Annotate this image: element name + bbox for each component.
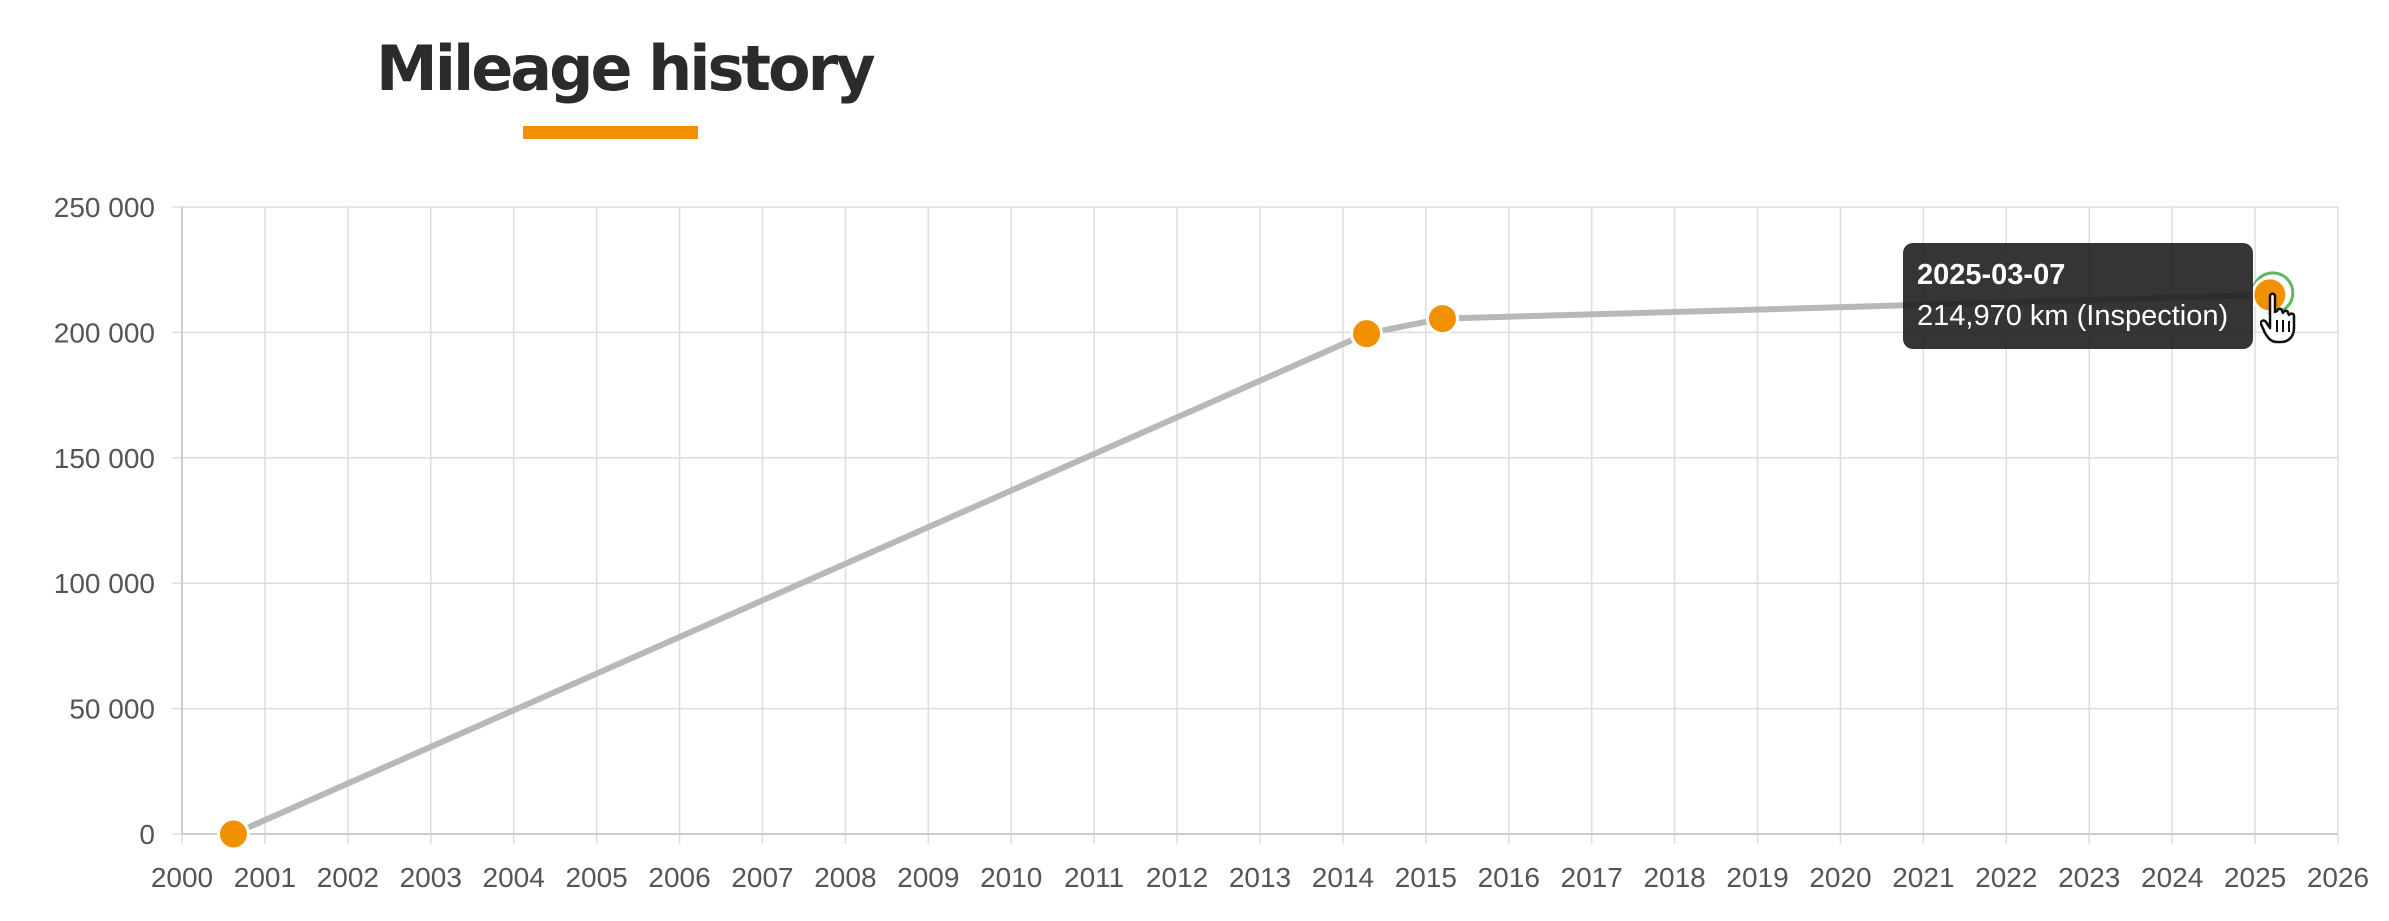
x-tick-label: 2026 xyxy=(2307,862,2369,893)
x-tick-label: 2004 xyxy=(483,862,545,893)
x-tick-label: 2017 xyxy=(1561,862,1623,893)
x-tick-label: 2014 xyxy=(1312,862,1374,893)
chart-title: Mileage history xyxy=(376,32,876,105)
x-tick-label: 2011 xyxy=(1064,862,1124,893)
x-tick-label: 2023 xyxy=(2058,862,2120,893)
series-line xyxy=(232,291,2270,837)
y-tick-label: 100 000 xyxy=(54,568,155,599)
hand-cursor-icon xyxy=(2260,292,2296,344)
x-tick-label: 2024 xyxy=(2141,862,2203,893)
x-tick-label: 2008 xyxy=(814,862,876,893)
x-tick-label: 2000 xyxy=(151,862,213,893)
y-tick-label: 250 000 xyxy=(54,192,155,223)
x-tick-label: 2020 xyxy=(1809,862,1871,893)
x-tick-label: 2012 xyxy=(1146,862,1208,893)
x-tick-label: 2018 xyxy=(1643,862,1705,893)
y-tick-label: 150 000 xyxy=(54,443,155,474)
x-tick-label: 2025 xyxy=(2224,862,2286,893)
data-point[interactable] xyxy=(1350,317,1384,351)
chart-axes xyxy=(181,207,2338,835)
x-tick-label: 2013 xyxy=(1229,862,1291,893)
tooltip-date: 2025-03-07 xyxy=(1917,259,2066,291)
y-axis-ticks: 0 50 000 100 000 150 000 200 000 250 000 xyxy=(54,192,155,850)
x-tick-label: 2010 xyxy=(980,862,1042,893)
data-tooltip: 2025-03-07 214,970 km (Inspection) xyxy=(1903,243,2253,349)
y-tick-label: 50 000 xyxy=(69,694,155,725)
tooltip-value: 214,970 km (Inspection) xyxy=(1917,300,2229,332)
data-point[interactable] xyxy=(216,817,250,851)
x-tick-label: 2021 xyxy=(1892,862,1954,893)
x-tick-label: 2001 xyxy=(234,862,296,893)
series-group xyxy=(216,271,2295,851)
x-axis-ticks: 2000 2001 2002 2003 2004 2005 2006 2007 2008 2009… xyxy=(151,862,2369,893)
x-tick-label: 2005 xyxy=(565,862,627,893)
title-underline xyxy=(523,126,698,139)
y-tick-label: 0 xyxy=(139,819,155,850)
x-tick-label: 2016 xyxy=(1478,862,1540,893)
x-tick-label: 2006 xyxy=(648,862,710,893)
x-tick-label: 2022 xyxy=(1975,862,2037,893)
x-tick-label: 2009 xyxy=(897,862,959,893)
y-tick-label: 200 000 xyxy=(54,317,155,348)
x-tick-label: 2019 xyxy=(1726,862,1788,893)
x-tick-label: 2007 xyxy=(731,862,793,893)
x-tick-label: 2003 xyxy=(400,862,462,893)
data-point[interactable] xyxy=(1425,302,1459,336)
x-tick-label: 2002 xyxy=(317,862,379,893)
x-tick-label: 2015 xyxy=(1395,862,1457,893)
